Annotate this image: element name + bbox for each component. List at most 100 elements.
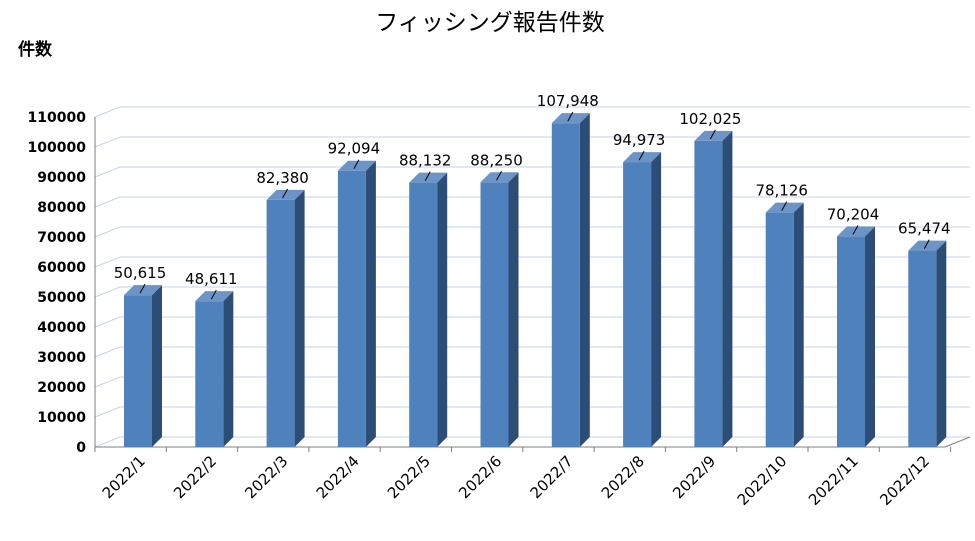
data-label: 102,025 <box>679 110 741 128</box>
bar-side <box>508 172 519 447</box>
bar-top <box>337 160 376 171</box>
bar-front <box>623 162 652 447</box>
bar <box>124 285 162 447</box>
bar-top <box>480 172 519 183</box>
y-tick-label: 50000 <box>37 290 86 306</box>
grid-line-diag <box>94 136 121 148</box>
bar <box>765 202 804 447</box>
bar <box>694 130 733 448</box>
x-tick-label: 2022/8 <box>598 452 648 502</box>
bar-front <box>765 212 794 447</box>
data-label: 88,132 <box>399 152 452 170</box>
y-tick-label: 60000 <box>37 260 86 276</box>
grid-line-diag <box>94 106 121 118</box>
bar-side <box>579 113 590 447</box>
bar <box>837 226 875 447</box>
data-label-leader <box>353 159 360 169</box>
x-tick-label: 2022/2 <box>170 452 220 502</box>
bar-top <box>124 285 162 296</box>
grid-line-diag <box>94 316 121 328</box>
bar-front <box>694 140 723 448</box>
grid-line-diag <box>94 226 121 238</box>
data-label: 70,204 <box>827 205 880 223</box>
bar-front <box>480 182 509 447</box>
bar-side <box>223 291 234 447</box>
data-label: 48,611 <box>185 270 238 288</box>
y-tick-label: 70000 <box>37 230 86 246</box>
bar <box>409 172 448 447</box>
data-label: 65,474 <box>898 220 951 238</box>
grid-line-diag <box>94 376 121 388</box>
data-label-leader <box>638 150 645 161</box>
bar <box>195 291 234 447</box>
bar-side <box>437 172 448 447</box>
x-tick-label: 2022/10 <box>734 452 791 509</box>
y-tick-label: 100000 <box>28 140 87 156</box>
bar-top <box>623 152 662 163</box>
bar-top <box>195 291 234 302</box>
data-label: 78,126 <box>755 182 808 200</box>
y-tick-label: 40000 <box>37 320 86 336</box>
grid-line-diag <box>94 196 121 208</box>
bar-side <box>651 152 662 447</box>
y-tick-label: 30000 <box>37 350 86 366</box>
y-tick-label: 90000 <box>37 170 86 186</box>
data-label-leader <box>852 225 859 235</box>
x-tick-labels: 2022/1 2022/2 2022/3 2022/4 2022/5 2022/6 2022… <box>99 452 933 509</box>
bar-top <box>551 113 590 124</box>
bar <box>551 113 590 447</box>
data-label-leader <box>567 111 574 122</box>
bar-side <box>865 226 875 447</box>
bar-top <box>837 226 875 237</box>
data-label-leader <box>139 283 146 294</box>
data-label: 50,615 <box>114 264 167 282</box>
data-label-leader <box>282 188 289 199</box>
x-tick-label: 2022/7 <box>527 452 577 502</box>
y-tick-label: 80000 <box>37 200 86 216</box>
bar-side <box>365 160 376 447</box>
x-tick-label: 2022/11 <box>805 452 862 509</box>
data-label: 94,973 <box>613 131 666 149</box>
bar <box>480 172 519 447</box>
bar-top <box>765 202 804 213</box>
bar-top <box>694 130 733 141</box>
x-tick-label: 2022/3 <box>241 452 291 502</box>
bar-front <box>908 250 937 447</box>
data-label-leader <box>923 239 930 249</box>
bar-front <box>337 170 366 447</box>
data-label-leader <box>496 171 502 181</box>
x-tick-label: 2022/5 <box>384 452 434 502</box>
data-label: 92,094 <box>328 140 381 158</box>
y-tick-labels: 0 10000 20000 30000 40000 50000 60000 70000 8000… <box>28 110 87 456</box>
axes <box>94 117 971 452</box>
grid-line-diag <box>94 346 121 358</box>
bar <box>337 160 376 447</box>
bar-side <box>152 285 162 447</box>
bar-side <box>793 202 804 447</box>
grid-line-diag <box>94 436 121 448</box>
data-label-leader <box>424 171 431 181</box>
data-label-leader <box>210 289 217 300</box>
x-tick-label: 2022/9 <box>669 452 719 502</box>
data-label-leader <box>709 129 716 140</box>
data-label: 88,250 <box>470 151 523 169</box>
data-label-leader <box>781 201 788 211</box>
bar <box>623 152 662 447</box>
bar-top <box>266 189 305 200</box>
x-tick-label: 2022/12 <box>876 452 933 509</box>
y-tick-label: 0 <box>76 440 86 456</box>
bar <box>266 189 305 448</box>
x-tick-label: 2022/4 <box>313 452 363 502</box>
bar-front <box>837 236 865 447</box>
bar-top <box>409 172 448 183</box>
data-labels: 50,615 48,611 82,380 92,094 88,132 88,250 107,… <box>114 92 951 300</box>
bar-side <box>294 189 305 448</box>
bar-top <box>908 240 947 251</box>
y-tick-label: 10000 <box>37 410 86 426</box>
bar <box>908 240 947 447</box>
bars <box>124 113 947 448</box>
bar-front <box>266 199 295 447</box>
y-tick-label: 20000 <box>37 380 86 396</box>
data-label: 107,948 <box>537 92 599 110</box>
